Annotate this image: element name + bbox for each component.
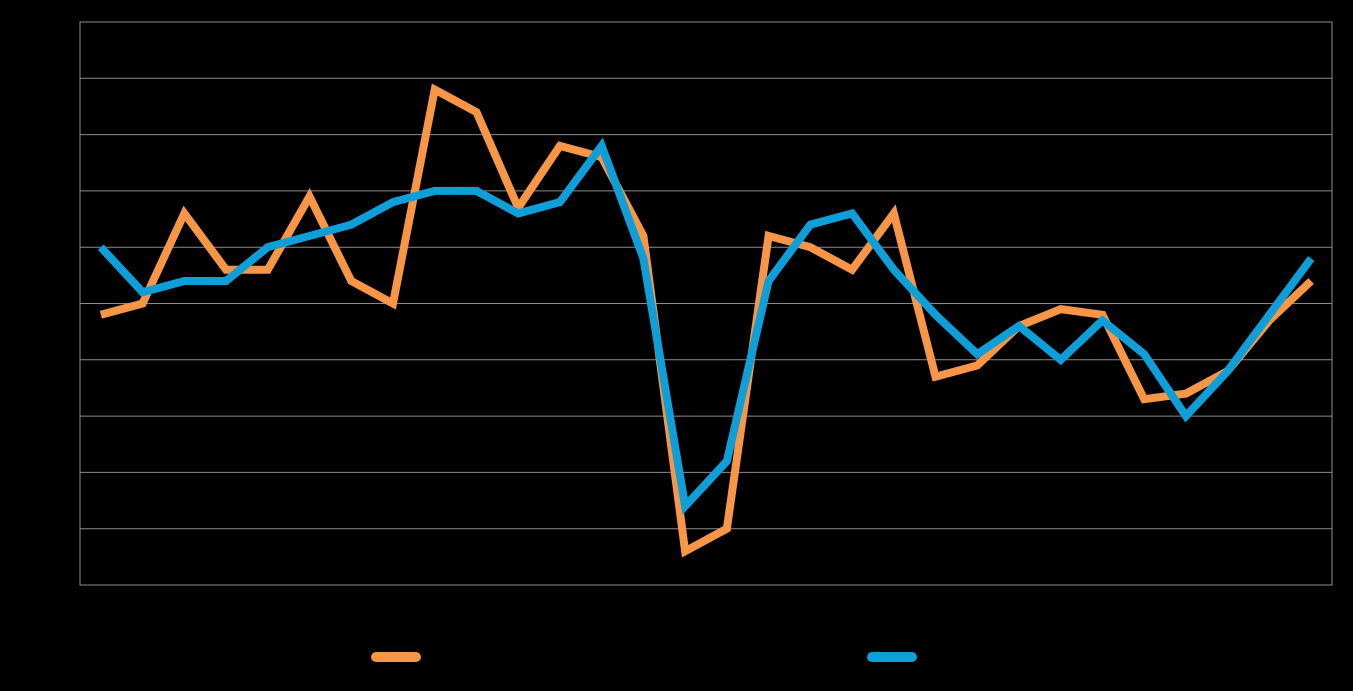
- y-tick-label: 7: [65, 183, 72, 197]
- series-line: [97, 137, 1315, 515]
- y-tick-label: 0: [65, 577, 72, 591]
- y-tick-label: 8: [65, 127, 72, 141]
- y-tick-label: 5: [65, 296, 72, 310]
- y-tick-label: 4: [65, 352, 72, 366]
- y-tick-label: 10: [59, 14, 73, 28]
- y-tick-label: 6: [65, 239, 72, 253]
- plot-border: [79, 21, 1333, 586]
- y-tick-label: 9: [65, 70, 72, 84]
- y-tick-label: 1: [65, 521, 72, 535]
- y-tick-label: 3: [65, 408, 72, 422]
- y-tick-label: 2: [65, 465, 72, 479]
